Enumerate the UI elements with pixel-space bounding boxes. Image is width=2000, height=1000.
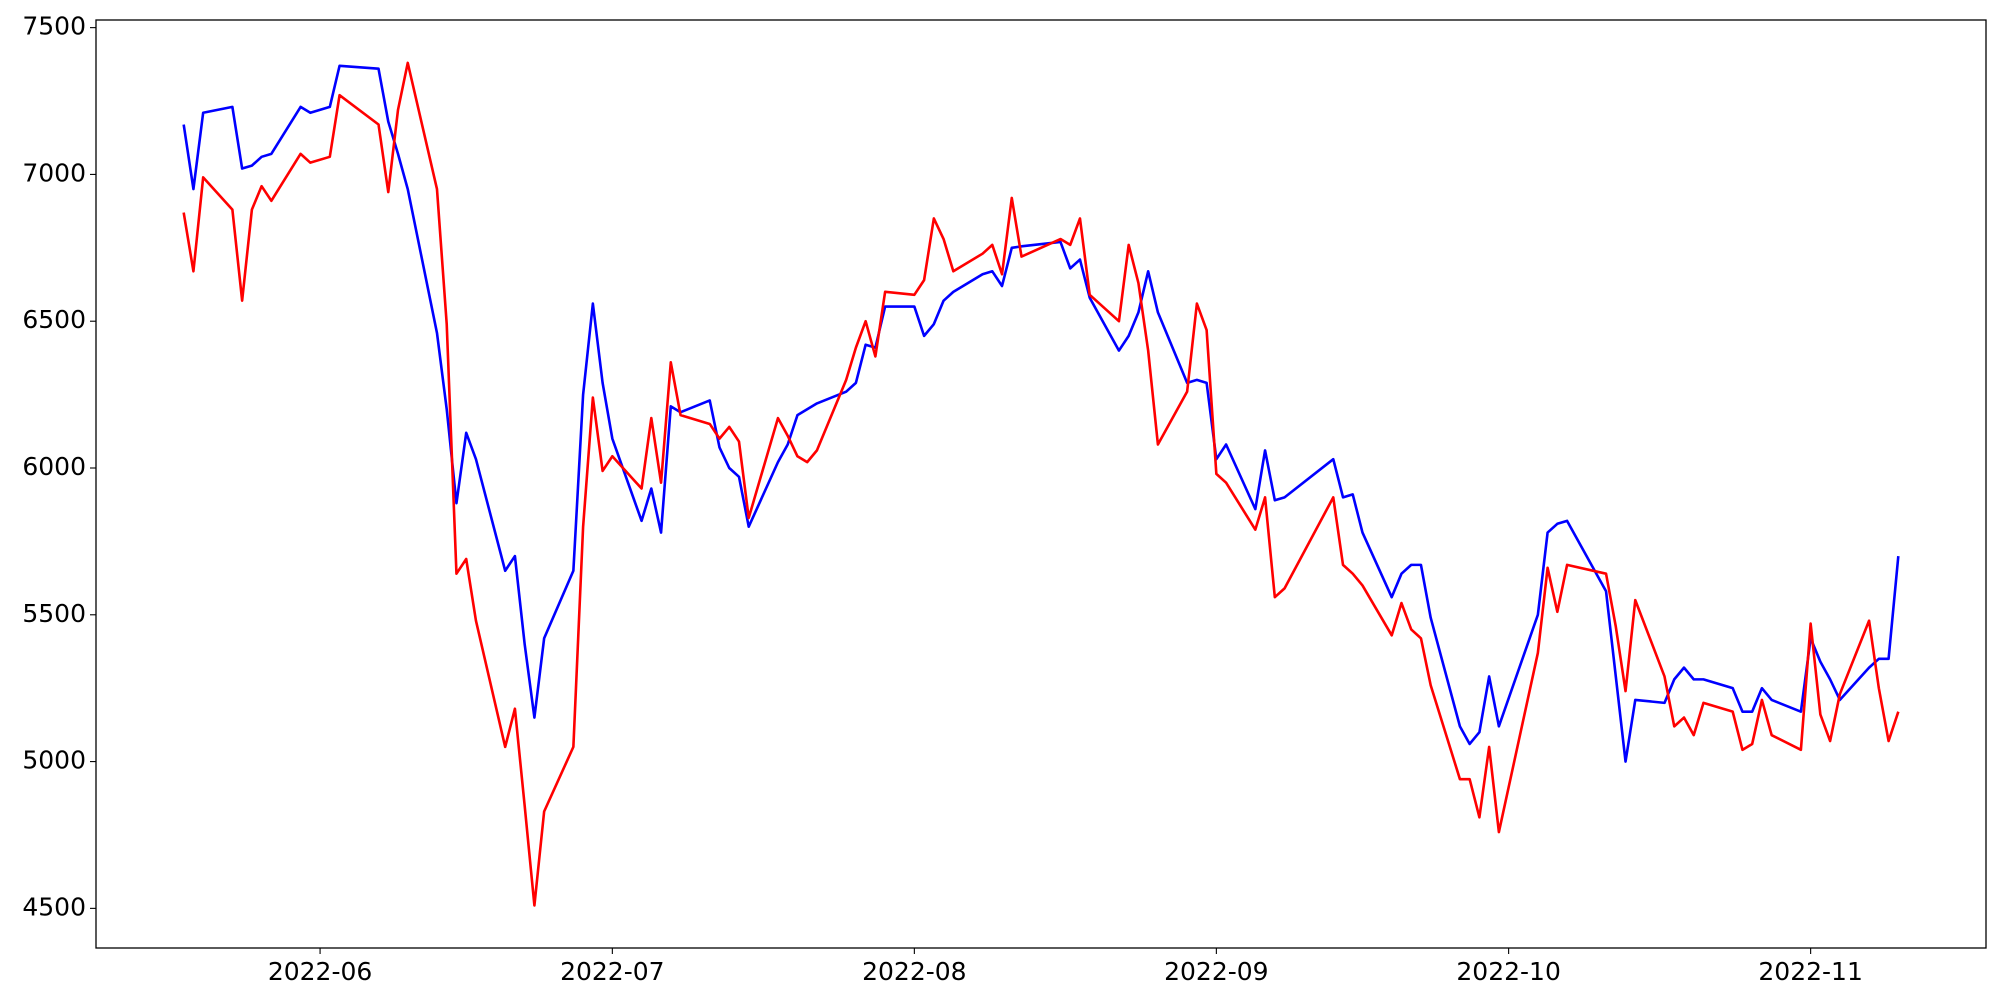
x-tick-label: 2022-09 — [1164, 957, 1268, 986]
x-tick-label: 2022-06 — [268, 957, 372, 986]
y-tick-label: 7000 — [22, 158, 86, 187]
x-tick-label: 2022-10 — [1456, 957, 1560, 986]
data-line — [182, 61, 1900, 907]
y-tick-label: 7500 — [22, 12, 86, 41]
x-tick-label: 2022-11 — [1758, 957, 1862, 986]
y-tick-label: 5500 — [22, 599, 86, 628]
y-tick-label: 6500 — [22, 305, 86, 334]
x-tick-label: 2022-07 — [560, 957, 664, 986]
y-tick-label: 6000 — [22, 452, 86, 481]
y-tick-label: 4500 — [22, 892, 86, 921]
y-tick-label: 5000 — [22, 746, 86, 775]
plot-frame — [95, 19, 1987, 949]
data-line — [182, 64, 1900, 763]
x-tick-label: 2022-08 — [862, 957, 966, 986]
